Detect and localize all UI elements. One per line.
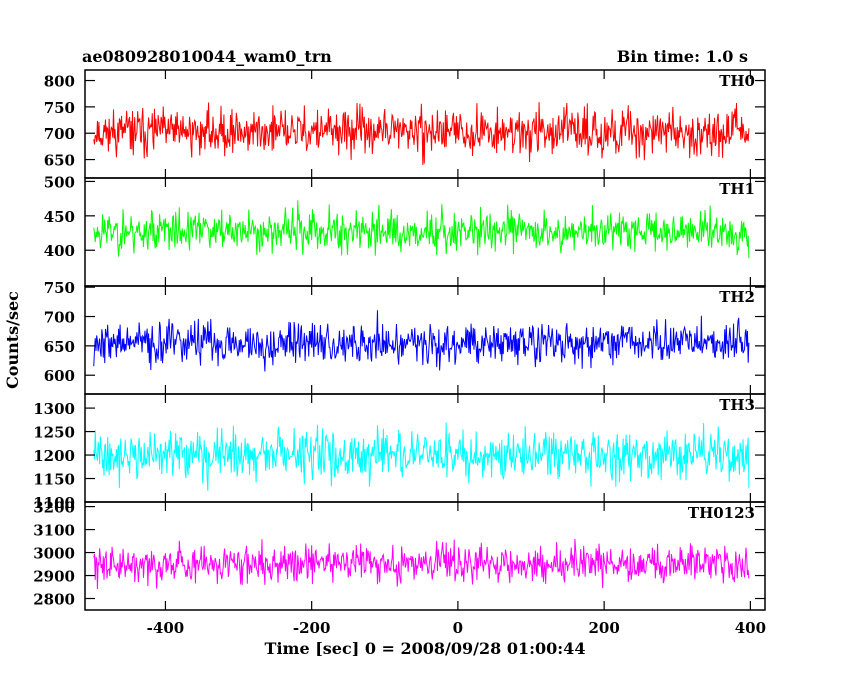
y-tick-label: 750	[44, 279, 75, 297]
series-label: TH3	[719, 396, 755, 414]
x-tick-label: 200	[588, 619, 619, 637]
series-label: TH2	[719, 288, 755, 306]
series-line-th1	[93, 200, 750, 259]
series-line-th3	[93, 422, 750, 491]
y-tick-label: 1100	[33, 494, 75, 512]
x-tick-label: 0	[453, 619, 463, 637]
series-line-th0123	[93, 538, 750, 590]
y-tick-label: 400	[44, 242, 75, 260]
series-line-th0	[93, 102, 750, 166]
x-axis-label: Time [sec] 0 = 2008/09/28 01:00:44	[265, 639, 586, 658]
series-label: TH0	[719, 72, 755, 90]
y-tick-label: 700	[44, 309, 75, 327]
y-tick-label: 1200	[33, 447, 75, 465]
y-tick-label: 1300	[33, 400, 75, 418]
series-line-th2	[93, 310, 750, 372]
y-tick-label: 1150	[33, 471, 75, 489]
x-tick-label: 400	[735, 619, 766, 637]
y-tick-label: 3000	[33, 545, 75, 563]
y-tick-label: 750	[44, 99, 75, 117]
y-tick-label: 650	[44, 338, 75, 356]
y-tick-label: 800	[44, 73, 75, 91]
y-tick-label: 600	[44, 367, 75, 385]
y-tick-label: 1250	[33, 424, 75, 442]
y-tick-label: 500	[44, 173, 75, 191]
y-tick-label: 3100	[33, 522, 75, 540]
series-label: TH1	[719, 180, 755, 198]
y-axis-label: Counts/sec	[3, 291, 22, 389]
y-tick-label: 700	[44, 125, 75, 143]
y-tick-label: 650	[44, 152, 75, 170]
y-tick-label: 450	[44, 208, 75, 226]
y-tick-label: 2900	[33, 568, 75, 586]
series-label: TH0123	[688, 504, 755, 522]
y-tick-label: 2800	[33, 591, 75, 609]
x-tick-label: -200	[293, 619, 331, 637]
panels-group: TH0 650 700 750 800 TH1 400 450 500 TH2 600 650 700 7…	[33, 69, 766, 637]
x-tick-label: -400	[147, 619, 185, 637]
panel-frame-th0123	[84, 501, 766, 611]
bin-time-label: Bin time: 1.0 s	[617, 47, 748, 66]
chart-title: ae080928010044_wam0_trn	[82, 47, 332, 66]
y-tick-label: 3200	[33, 499, 75, 517]
